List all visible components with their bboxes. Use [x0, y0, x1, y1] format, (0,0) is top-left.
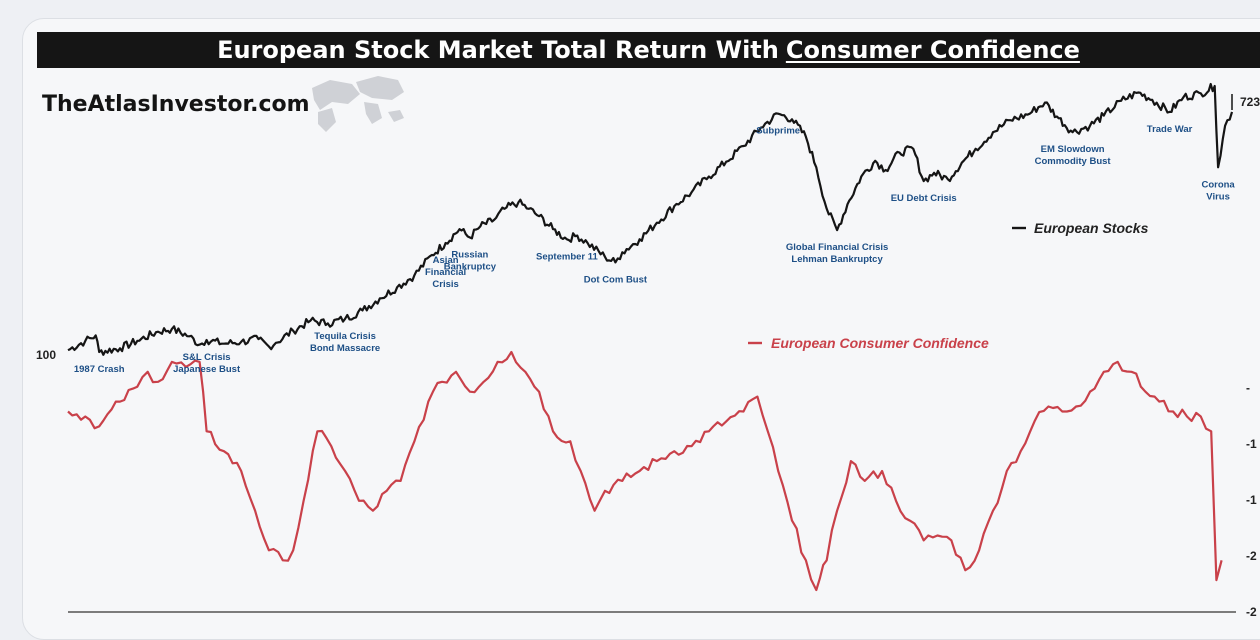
annotation-5-line-0: September 11 — [536, 251, 598, 262]
legend: European Stocks European Consumer Confid… — [748, 220, 1149, 351]
annotation-1-line-0: S&L Crisis — [183, 352, 231, 363]
legend-label-stocks: European Stocks — [1034, 220, 1149, 236]
right-axis: - -1 -1 -2 -2 — [1246, 381, 1257, 619]
annotation-2-line-1: Bond Massacre — [310, 343, 380, 354]
series-start-label: 100 — [36, 348, 56, 362]
annotation-6-line-0: Dot Com Bust — [584, 274, 648, 285]
annotation-2-line-0: Tequila Crisis — [314, 331, 376, 342]
world-map-icon — [312, 76, 404, 132]
series-line-european-stocks — [67, 82, 1234, 356]
right-axis-tick-0: - — [1246, 381, 1250, 395]
brand-logo-text: TheAtlasInvestor.com — [42, 92, 310, 117]
chart-title-underlined: Consumer Confidence — [785, 36, 1080, 64]
legend-label-confidence: European Consumer Confidence — [771, 335, 989, 351]
annotation-12-line-0: Corona — [1201, 179, 1235, 190]
chart-card — [22, 18, 1260, 640]
annotation-4-line-0: Russian — [451, 250, 488, 261]
right-axis-tick-4: -2 — [1246, 605, 1257, 619]
annotation-12-line-1: Virus — [1206, 191, 1230, 202]
annotation-3-line-2: Crisis — [432, 279, 458, 290]
series-line-european-consumer-confidence — [67, 350, 1223, 592]
annotation-3-line-0: Asian — [433, 255, 459, 266]
series-end-label: 723 — [1240, 95, 1260, 109]
right-axis-tick-3: -2 — [1246, 549, 1257, 563]
annotation-8-line-1: Lehman Bankruptcy — [791, 254, 883, 265]
annotation-9-line-0: EU Debt Crisis — [891, 193, 957, 204]
chart-title: European Stock Market Total Return With … — [37, 32, 1260, 68]
annotation-3-line-1: Financial — [425, 267, 466, 278]
annotation-0-line-0: 1987 Crash — [74, 364, 125, 375]
annotation-7-line-0: Subprime — [756, 126, 800, 137]
annotation-1-line-1: Japanese Bust — [173, 364, 241, 375]
right-axis-tick-2: -1 — [1246, 493, 1257, 507]
right-axis-tick-1: -1 — [1246, 437, 1257, 451]
chart-title-main: European Stock Market Total Return With — [217, 36, 779, 64]
annotation-4-line-1: Bankruptcy — [444, 262, 497, 273]
annotation-8-line-0: Global Financial Crisis — [786, 242, 888, 253]
annotation-10-line-1: Commodity Bust — [1035, 156, 1112, 167]
annotation-10-line-0: EM Slowdown — [1041, 144, 1105, 155]
annotation-11-line-0: Trade War — [1147, 124, 1193, 135]
